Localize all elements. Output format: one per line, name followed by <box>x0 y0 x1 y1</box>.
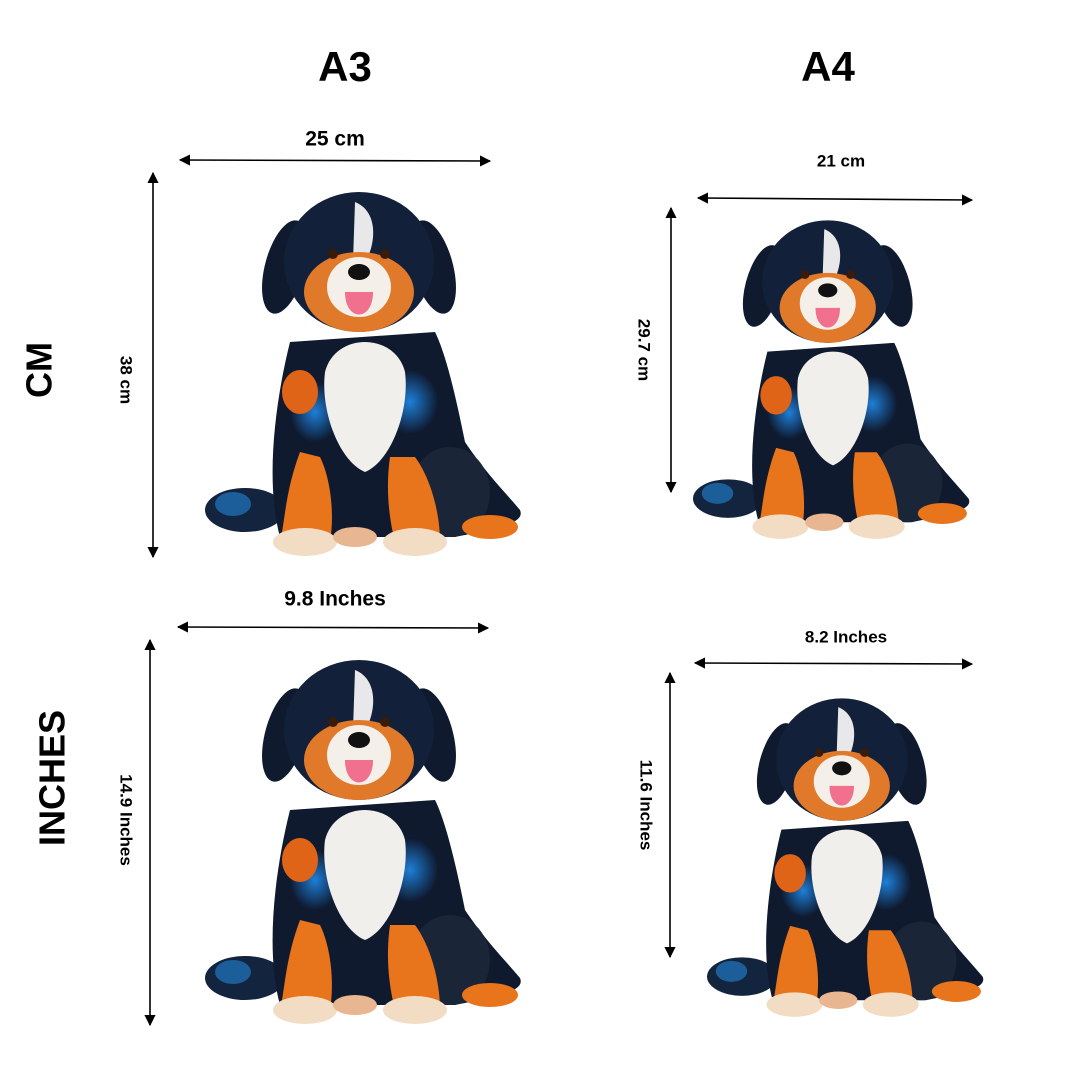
height-label: 11.6 Inches <box>637 760 656 851</box>
width-label: 9.8 Inches <box>284 588 386 611</box>
dog-image <box>693 220 970 539</box>
width-arrow <box>176 621 490 634</box>
column-heading: A4 <box>801 43 855 90</box>
width-label: 25 cm <box>305 128 365 151</box>
dog-image <box>707 698 984 1017</box>
width-arrow <box>693 657 974 670</box>
height-label: 38 cm <box>117 356 136 404</box>
dog-image <box>205 192 521 556</box>
dog-image <box>205 660 521 1024</box>
height-label: 29.7 cm <box>635 319 654 381</box>
row-heading: INCHES <box>32 710 73 846</box>
width-arrow <box>178 154 492 167</box>
width-arrow <box>696 192 974 206</box>
row-heading: CM <box>19 342 60 398</box>
column-heading: A3 <box>318 43 372 90</box>
height-label: 14.9 Inches <box>117 774 136 866</box>
width-label: 21 cm <box>817 151 865 170</box>
width-label: 8.2 Inches <box>805 627 887 646</box>
